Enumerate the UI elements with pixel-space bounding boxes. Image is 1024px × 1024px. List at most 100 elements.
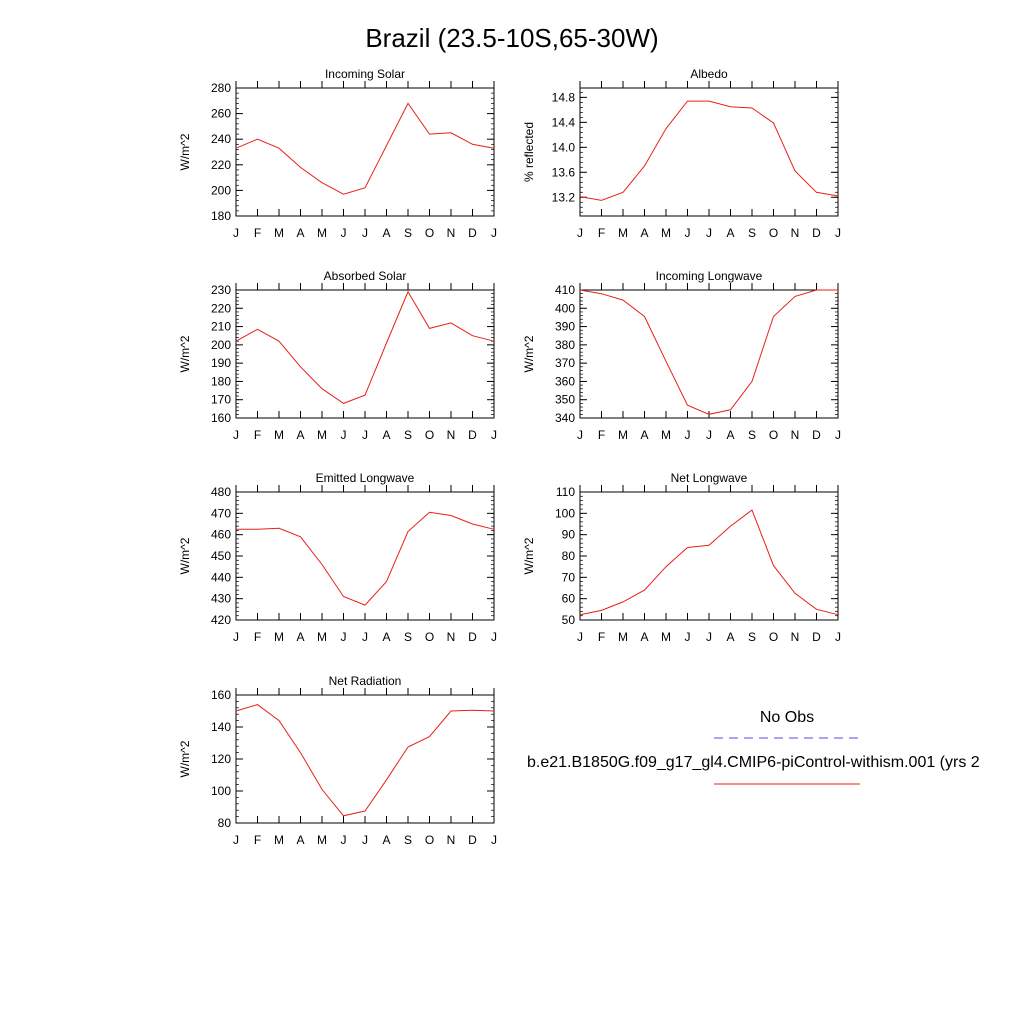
x-tick-label: M <box>274 833 284 847</box>
plot-frame <box>235 694 495 824</box>
x-tick-label: A <box>382 428 390 442</box>
x-tick-label: J <box>835 428 841 442</box>
x-tick-label: D <box>812 428 821 442</box>
panel-title: Net Radiation <box>329 674 402 688</box>
y-axis-label: W/m^2 <box>178 133 192 170</box>
x-tick-label: J <box>491 833 497 847</box>
x-tick-label: J <box>577 226 583 240</box>
x-tick-label: J <box>835 226 841 240</box>
x-tick-label: D <box>468 226 477 240</box>
y-tick-label: 14.8 <box>552 90 576 104</box>
x-tick-label: A <box>296 630 304 644</box>
panel-emitted-longwave: Emitted Longwave W/m^2 420 430 440 450 460 470 4… <box>178 471 497 644</box>
series-line <box>579 100 839 201</box>
x-tick-label: J <box>577 428 583 442</box>
x-tick-label: N <box>791 226 800 240</box>
x-tick-label: F <box>598 226 605 240</box>
x-tick-label: O <box>425 428 434 442</box>
y-tick-label: 50 <box>562 613 576 627</box>
x-tick-label: N <box>447 226 456 240</box>
x-tick-label: J <box>341 226 347 240</box>
x-tick-label: A <box>726 226 734 240</box>
y-tick-label: 100 <box>555 506 575 520</box>
legend-model-label: b.e21.B1850G.f09_g17_gl4.CMIP6-piControl… <box>527 754 980 771</box>
x-tick-label: S <box>404 428 412 442</box>
x-tick-label: J <box>835 630 841 644</box>
plot-frame <box>235 491 495 621</box>
y-tick-label: 160 <box>211 688 231 702</box>
series-line <box>579 289 838 415</box>
y-tick-label: 280 <box>211 81 231 95</box>
y-tick-label: 90 <box>562 528 576 542</box>
y-tick-label: 60 <box>562 592 576 606</box>
x-tick-label: O <box>769 630 778 644</box>
x-tick-label: F <box>254 630 261 644</box>
legend: No Obs b.e21.B1850G.f09_g17_gl4.CMIP6-pi… <box>527 709 980 785</box>
x-tick-label: J <box>706 428 712 442</box>
x-tick-label: A <box>382 833 390 847</box>
x-tick-label: M <box>618 226 628 240</box>
y-tick-label: 230 <box>211 283 231 297</box>
y-tick-label: 13.6 <box>552 165 576 179</box>
x-tick-label: S <box>748 630 756 644</box>
x-tick-label: D <box>468 833 477 847</box>
x-tick-label: J <box>491 428 497 442</box>
x-tick-label: D <box>468 428 477 442</box>
plot-frame <box>235 87 495 217</box>
y-tick-label: 180 <box>211 374 231 388</box>
panel-incoming-longwave: Incoming Longwave W/m^2 340 350 360 370 380 390… <box>522 269 841 442</box>
y-tick-label: 450 <box>211 549 231 563</box>
y-tick-label: 80 <box>562 549 576 563</box>
x-tick-label: M <box>618 428 628 442</box>
y-axis-label: W/m^2 <box>522 537 536 574</box>
figure-title: Brazil (23.5-10S,65-30W) <box>365 23 658 53</box>
y-tick-label: 170 <box>211 393 231 407</box>
x-tick-label: M <box>618 630 628 644</box>
x-tick-label: F <box>598 630 605 644</box>
plot-frame <box>579 289 839 419</box>
x-tick-label: J <box>685 428 691 442</box>
x-tick-label: D <box>468 630 477 644</box>
y-tick-label: 240 <box>211 132 231 146</box>
panel-title: Incoming Longwave <box>656 269 763 283</box>
x-tick-label: M <box>274 428 284 442</box>
x-tick-label: A <box>726 428 734 442</box>
x-tick-label: M <box>317 226 327 240</box>
y-tick-label: 180 <box>211 209 231 223</box>
panel-title: Incoming Solar <box>325 67 405 81</box>
x-tick-label: S <box>748 428 756 442</box>
y-tick-label: 430 <box>211 592 231 606</box>
y-tick-label: 200 <box>211 183 231 197</box>
x-tick-label: A <box>640 630 648 644</box>
series-line <box>235 290 495 404</box>
y-tick-label: 100 <box>211 784 231 798</box>
y-tick-label: 14.0 <box>552 140 576 154</box>
x-tick-label: O <box>425 630 434 644</box>
x-tick-label: J <box>233 428 239 442</box>
x-tick-label: A <box>382 630 390 644</box>
y-tick-label: 400 <box>555 301 575 315</box>
x-tick-label: M <box>661 630 671 644</box>
x-tick-label: O <box>425 833 434 847</box>
y-tick-label: 410 <box>555 283 575 297</box>
legend-obs-label: No Obs <box>760 709 814 726</box>
x-tick-label: J <box>491 226 497 240</box>
x-tick-label: M <box>317 630 327 644</box>
x-tick-label: S <box>748 226 756 240</box>
y-tick-label: 190 <box>211 356 231 370</box>
x-tick-label: F <box>254 428 261 442</box>
x-tick-label: N <box>791 428 800 442</box>
x-tick-label: M <box>661 226 671 240</box>
x-tick-label: M <box>317 428 327 442</box>
x-tick-label: J <box>341 630 347 644</box>
x-tick-label: O <box>769 428 778 442</box>
x-tick-label: J <box>233 226 239 240</box>
y-tick-label: 14.4 <box>552 115 576 129</box>
x-tick-label: J <box>233 630 239 644</box>
x-tick-label: A <box>296 833 304 847</box>
x-tick-label: J <box>577 630 583 644</box>
x-tick-label: J <box>706 226 712 240</box>
